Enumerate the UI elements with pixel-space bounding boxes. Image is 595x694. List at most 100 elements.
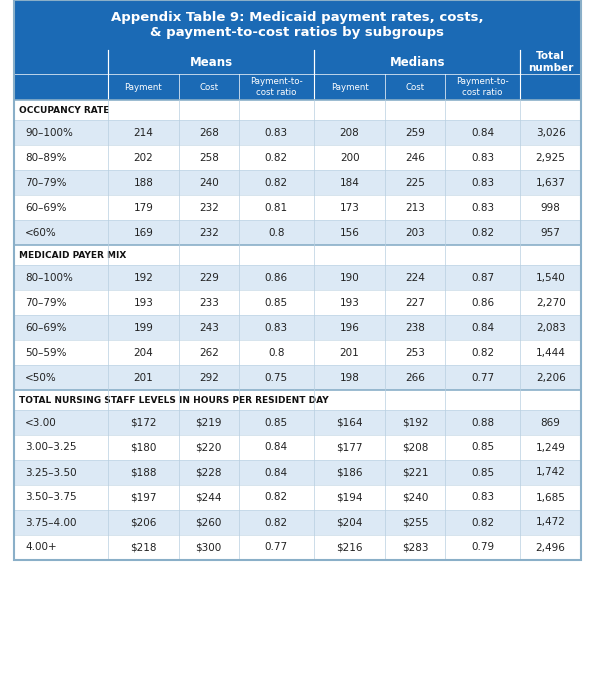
Text: $204: $204: [336, 518, 363, 527]
Text: OCCUPANCY RATE: OCCUPANCY RATE: [19, 105, 109, 115]
Text: 2,496: 2,496: [536, 543, 566, 552]
Text: 232: 232: [199, 203, 219, 212]
Text: $208: $208: [402, 443, 428, 452]
Text: 2,270: 2,270: [536, 298, 565, 307]
Bar: [14, 535, 581, 560]
Text: 2,083: 2,083: [536, 323, 565, 332]
Text: 1,685: 1,685: [536, 493, 566, 502]
Text: $260: $260: [196, 518, 222, 527]
Bar: [14, 170, 581, 195]
Text: TOTAL NURSING STAFF LEVELS IN HOURS PER RESIDENT DAY: TOTAL NURSING STAFF LEVELS IN HOURS PER …: [19, 396, 328, 405]
Text: 0.88: 0.88: [471, 418, 494, 428]
Bar: [14, 0, 581, 50]
Text: 0.86: 0.86: [265, 273, 288, 282]
Bar: [14, 120, 581, 145]
Text: 0.75: 0.75: [265, 373, 288, 382]
Text: $240: $240: [402, 493, 428, 502]
Text: 0.83: 0.83: [471, 178, 494, 187]
Text: 0.85: 0.85: [265, 418, 288, 428]
Text: $192: $192: [402, 418, 428, 428]
Text: 201: 201: [340, 348, 359, 357]
Text: 224: 224: [405, 273, 425, 282]
Bar: [14, 485, 581, 510]
Text: 0.82: 0.82: [265, 518, 288, 527]
Text: 0.82: 0.82: [471, 228, 494, 237]
Text: 1,444: 1,444: [536, 348, 566, 357]
Bar: [14, 435, 581, 460]
Text: 199: 199: [133, 323, 154, 332]
Text: 1,637: 1,637: [536, 178, 566, 187]
Text: 0.83: 0.83: [265, 128, 288, 137]
Text: 292: 292: [199, 373, 219, 382]
Text: 957: 957: [541, 228, 560, 237]
Text: 0.82: 0.82: [471, 518, 494, 527]
Text: 243: 243: [199, 323, 219, 332]
Text: 258: 258: [199, 153, 219, 162]
Text: $221: $221: [402, 468, 428, 477]
Text: 0.77: 0.77: [265, 543, 288, 552]
Text: 208: 208: [340, 128, 359, 137]
Text: <50%: <50%: [25, 373, 57, 382]
Text: 0.82: 0.82: [265, 153, 288, 162]
Text: 1,472: 1,472: [536, 518, 566, 527]
Text: 0.82: 0.82: [265, 178, 288, 187]
Text: 253: 253: [405, 348, 425, 357]
Text: 0.84: 0.84: [265, 443, 288, 452]
Text: 233: 233: [199, 298, 219, 307]
Text: 173: 173: [340, 203, 359, 212]
Text: Payment-to-
cost ratio: Payment-to- cost ratio: [456, 77, 509, 97]
Text: $164: $164: [336, 418, 363, 428]
Text: $218: $218: [130, 543, 156, 552]
Text: 193: 193: [340, 298, 359, 307]
Bar: [14, 195, 581, 220]
Text: $197: $197: [130, 493, 156, 502]
Text: 60–69%: 60–69%: [25, 323, 67, 332]
Text: 60–69%: 60–69%: [25, 203, 67, 212]
Text: $180: $180: [130, 443, 156, 452]
Text: Payment: Payment: [331, 83, 368, 92]
Bar: [14, 145, 581, 170]
Bar: [14, 100, 581, 120]
Text: $255: $255: [402, 518, 428, 527]
Text: $186: $186: [336, 468, 363, 477]
Text: $188: $188: [130, 468, 156, 477]
Text: 198: 198: [340, 373, 359, 382]
Text: 227: 227: [405, 298, 425, 307]
Text: 196: 196: [340, 323, 359, 332]
Text: 70–79%: 70–79%: [25, 298, 67, 307]
Text: 0.83: 0.83: [471, 493, 494, 502]
Text: 169: 169: [133, 228, 154, 237]
Text: $220: $220: [196, 443, 222, 452]
Text: 0.79: 0.79: [471, 543, 494, 552]
Text: 0.82: 0.82: [471, 348, 494, 357]
Text: 202: 202: [133, 153, 154, 162]
Text: 232: 232: [199, 228, 219, 237]
Text: 80–89%: 80–89%: [25, 153, 67, 162]
Text: 3.50–3.75: 3.50–3.75: [25, 493, 77, 502]
Text: 0.77: 0.77: [471, 373, 494, 382]
Bar: [14, 265, 581, 290]
Text: 50–59%: 50–59%: [25, 348, 67, 357]
Text: 246: 246: [405, 153, 425, 162]
Text: $194: $194: [336, 493, 363, 502]
Text: 0.81: 0.81: [265, 203, 288, 212]
Text: 213: 213: [405, 203, 425, 212]
Text: 179: 179: [133, 203, 154, 212]
Text: 0.85: 0.85: [471, 443, 494, 452]
Text: $216: $216: [336, 543, 363, 552]
Text: $219: $219: [196, 418, 222, 428]
Text: 70–79%: 70–79%: [25, 178, 67, 187]
Text: 262: 262: [199, 348, 219, 357]
Text: MEDICAID PAYER MIX: MEDICAID PAYER MIX: [19, 251, 126, 260]
Text: 3,026: 3,026: [536, 128, 565, 137]
Text: 0.85: 0.85: [265, 298, 288, 307]
Text: 998: 998: [541, 203, 560, 212]
Text: 214: 214: [133, 128, 154, 137]
Text: 0.87: 0.87: [471, 273, 494, 282]
Text: 3.25–3.50: 3.25–3.50: [25, 468, 77, 477]
Text: Total
number: Total number: [528, 51, 574, 73]
Text: Payment-to-
cost ratio: Payment-to- cost ratio: [250, 77, 303, 97]
Text: 1,742: 1,742: [536, 468, 566, 477]
Text: 0.83: 0.83: [265, 323, 288, 332]
Text: 0.8: 0.8: [268, 228, 284, 237]
